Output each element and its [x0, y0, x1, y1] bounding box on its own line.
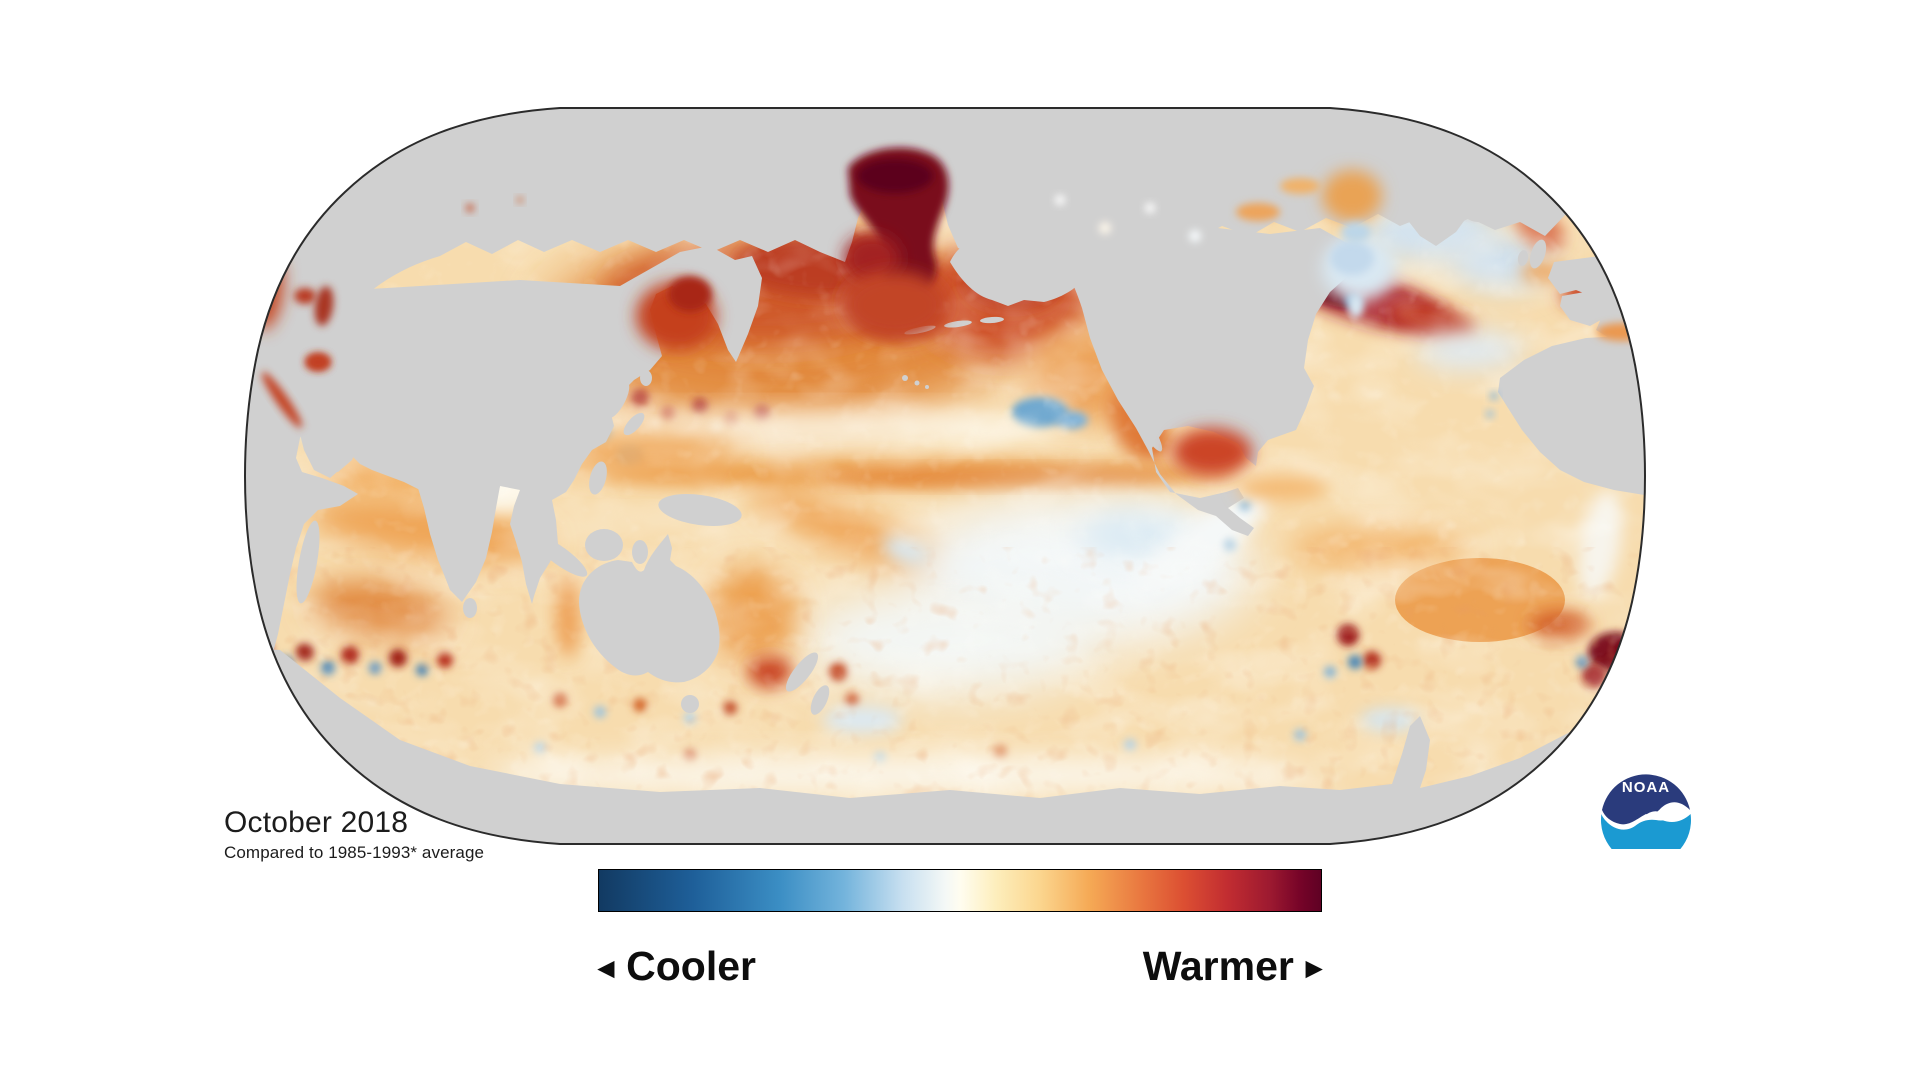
land: [245, 108, 1645, 844]
land-arctic-eurasia-cap: [245, 108, 1645, 476]
colorbar: [598, 869, 1322, 912]
land-tasmania: [681, 695, 699, 713]
cooler-label-group: ◀ Cooler: [598, 943, 756, 990]
warmer-label: Warmer: [1142, 942, 1294, 989]
caribbean: [1237, 475, 1327, 501]
land-north-america: [1040, 222, 1368, 536]
land-japan: [606, 382, 630, 418]
hudson-bay: [1322, 235, 1398, 318]
land-india: [415, 470, 505, 598]
land-new-zealand: [785, 652, 819, 692]
gulf-of-mexico: [1172, 428, 1252, 476]
land-hawaii: [902, 375, 929, 389]
land-iceland: [1465, 203, 1503, 223]
baffin-bay: [1322, 170, 1382, 222]
land-new-guinea: [658, 494, 742, 526]
caspian-sea: [314, 286, 334, 326]
land-sulawesi: [632, 540, 648, 564]
land-iberia: [1560, 290, 1612, 326]
land-australia: [579, 534, 720, 683]
black-sea: [294, 288, 316, 304]
land-eurasia: [245, 246, 762, 604]
land-britain: [1529, 239, 1547, 269]
land-east-africa: [245, 346, 358, 696]
land-philippines: [589, 461, 607, 495]
warmer-label-group: Warmer ▶: [1143, 943, 1322, 990]
caption-block: October 2018 Compared to 1985-1993* aver…: [224, 806, 484, 863]
land-sri-lanka: [463, 598, 477, 618]
red-sea: [261, 371, 303, 429]
land-taiwan: [579, 445, 587, 459]
noaa-logo-fan: [1602, 774, 1690, 825]
land-baja: [1133, 408, 1163, 452]
warmer-arrow-icon: ▶: [1305, 956, 1322, 980]
land-greenland: [1386, 126, 1478, 246]
cooler-label: Cooler: [626, 942, 757, 989]
noaa-logo-wave: [1601, 814, 1691, 849]
land-ireland: [1517, 250, 1529, 266]
mediterranean: [1596, 323, 1645, 341]
land-sumatra: [532, 535, 588, 577]
noaa-logo-text: NOAA: [1622, 779, 1670, 796]
cooler-arrow-icon: ◀: [598, 956, 615, 980]
baseline-note: Compared to 1985-1993* average: [224, 843, 485, 862]
noaa-logo-bird-icon: [1616, 808, 1684, 828]
map-date-label: October 2018: [224, 806, 409, 839]
land-nw-africa: [1498, 336, 1645, 500]
land-madagascar: [296, 520, 320, 604]
land-arabia: [306, 418, 358, 472]
colorbar-labels: ◀ Cooler Warmer ▶: [598, 936, 1322, 996]
land-borneo: [585, 529, 623, 561]
noaa-logo: NOAA: [1600, 756, 1692, 849]
